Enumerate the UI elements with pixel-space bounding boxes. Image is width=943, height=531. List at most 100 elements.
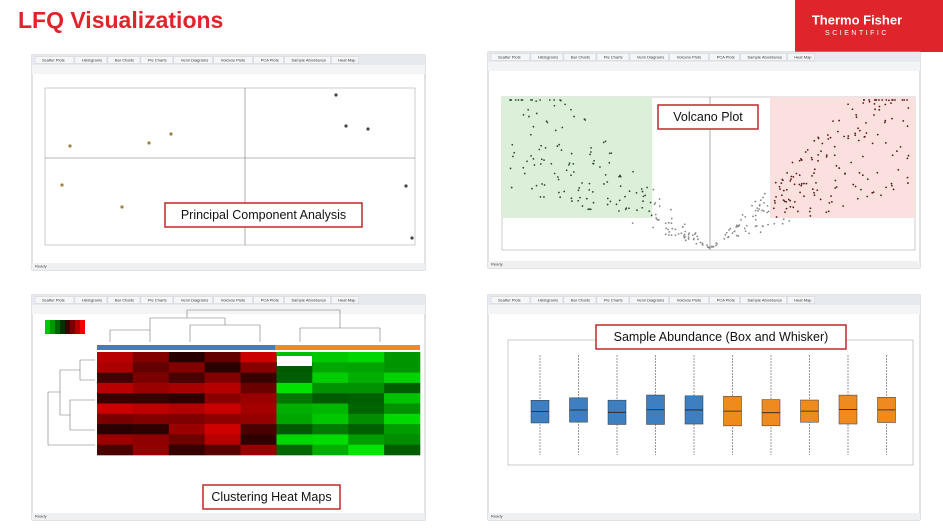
volcano-point	[847, 103, 849, 106]
volcano-point	[906, 176, 909, 179]
volcano-point	[757, 210, 759, 212]
heat-cell	[204, 424, 241, 435]
volcano-point	[825, 154, 828, 157]
volcano-point	[800, 184, 803, 187]
volcano-point	[891, 117, 893, 120]
volcano-point	[701, 242, 704, 245]
volcano-point	[865, 132, 868, 134]
heat-cell	[97, 393, 134, 404]
volcano-point	[541, 183, 544, 185]
volcano-point	[644, 194, 647, 197]
volcano-point	[692, 237, 695, 240]
volcano-point	[602, 141, 605, 144]
volcano-point	[789, 199, 792, 202]
volcano-point	[798, 159, 801, 162]
tab-label: Scatter Plots	[498, 54, 521, 59]
volcano-point	[563, 190, 566, 193]
volcano-point	[858, 129, 861, 132]
volcano-point	[754, 209, 757, 212]
tab-label: Venn Diagrams	[181, 297, 208, 302]
tab	[629, 296, 670, 304]
heat-cell	[312, 444, 349, 456]
heat-cell	[276, 393, 313, 404]
volcano-point	[798, 183, 801, 186]
tab-label: Pie Charts	[148, 57, 167, 62]
tab	[140, 56, 174, 64]
volcano-point	[813, 168, 816, 171]
volcano-point	[861, 174, 864, 177]
pca-point	[334, 93, 338, 97]
volcano-point	[649, 201, 652, 204]
volcano-point	[570, 174, 572, 177]
heat-cell	[276, 372, 313, 384]
volcano-point	[667, 228, 669, 231]
volcano-point	[641, 206, 644, 209]
heat-cell	[240, 403, 277, 415]
heat-cell	[312, 352, 349, 363]
volcano-point	[688, 232, 691, 235]
tab	[669, 53, 709, 61]
tab	[173, 56, 213, 64]
volcano-point	[570, 197, 573, 200]
volcano-point	[737, 235, 740, 237]
tab-label: Pie Charts	[604, 297, 623, 302]
volcano-point	[767, 210, 770, 213]
heat-cell	[168, 444, 205, 456]
volcano-point	[880, 194, 882, 197]
tab	[787, 296, 815, 304]
volcano-point	[857, 139, 860, 142]
volcano-point	[838, 119, 841, 122]
volcano-point	[871, 192, 874, 194]
tab-label: Bar Charts	[115, 57, 134, 62]
heat-cell	[97, 403, 134, 415]
volcano-point	[590, 146, 593, 149]
volcano-point	[901, 99, 904, 101]
volcano-point	[674, 234, 677, 237]
tab	[740, 296, 787, 304]
volcano-point	[677, 233, 680, 235]
tab-label: PCA Plots	[261, 297, 279, 302]
volcano-point	[878, 99, 880, 101]
tab	[740, 53, 787, 61]
heat-cell	[97, 382, 134, 394]
volcano-point	[833, 154, 836, 157]
heat-cell	[276, 424, 313, 435]
heat-cell	[132, 372, 170, 384]
heat-cell	[312, 372, 349, 384]
heat-cell	[97, 413, 134, 425]
volcano-point	[899, 145, 902, 148]
volcano-point	[556, 176, 559, 178]
volcano-point	[856, 197, 859, 200]
volcano-point	[826, 134, 829, 136]
heat-cell	[97, 352, 134, 363]
callout-box	[595, 324, 847, 350]
heat-cell	[348, 424, 385, 435]
volcano-point	[902, 120, 905, 122]
pca-point	[366, 127, 370, 131]
volcano-point	[748, 232, 750, 235]
heat-cell	[168, 352, 205, 363]
status-text: Ready	[491, 262, 503, 267]
volcano-point	[833, 145, 836, 148]
up-region	[770, 97, 915, 218]
toolbar	[488, 305, 920, 314]
dendrogram	[186, 309, 341, 328]
pca-point	[404, 184, 408, 188]
volcano-point	[842, 205, 845, 207]
heat-cell	[276, 382, 313, 394]
heat-cell	[240, 372, 277, 384]
toolbar	[32, 305, 425, 314]
group-bar	[275, 345, 420, 350]
volcano-point	[652, 226, 655, 229]
volcano-point	[875, 99, 878, 101]
volcano-point	[532, 125, 535, 128]
volcano-point	[884, 119, 887, 122]
volcano-point	[815, 181, 817, 184]
volcano-point	[557, 178, 560, 181]
volcano-point	[819, 198, 822, 201]
heat-cell	[132, 413, 170, 425]
volcano-point	[589, 208, 592, 211]
volcano-point	[775, 195, 777, 198]
volcano-point	[775, 216, 778, 218]
